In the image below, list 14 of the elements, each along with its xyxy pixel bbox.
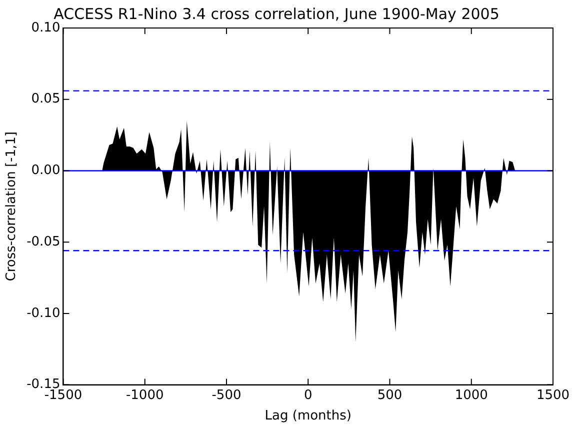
x-tick-label: 500 — [377, 388, 402, 403]
x-tick-label: 1500 — [536, 388, 570, 403]
x-tick-label: -500 — [212, 388, 242, 403]
y-tick-label: -0.10 — [26, 306, 60, 321]
y-tick-label: 0.00 — [31, 163, 60, 178]
x-tick-label: 1000 — [454, 388, 488, 403]
x-axis-title: Lag (months) — [264, 408, 352, 424]
y-tick-label: 0.05 — [31, 92, 60, 107]
chart-title: ACCESS R1-Nino 3.4 cross correlation, June 1900-May 2005 — [54, 4, 500, 23]
x-tick-label: 0 — [304, 388, 312, 403]
y-tick-label: -0.05 — [26, 234, 60, 250]
y-tick-label: 0.10 — [31, 20, 60, 36]
x-tick-label: -1000 — [126, 388, 164, 403]
y-axis-title: Cross-correlation [-1,1] — [4, 132, 20, 282]
